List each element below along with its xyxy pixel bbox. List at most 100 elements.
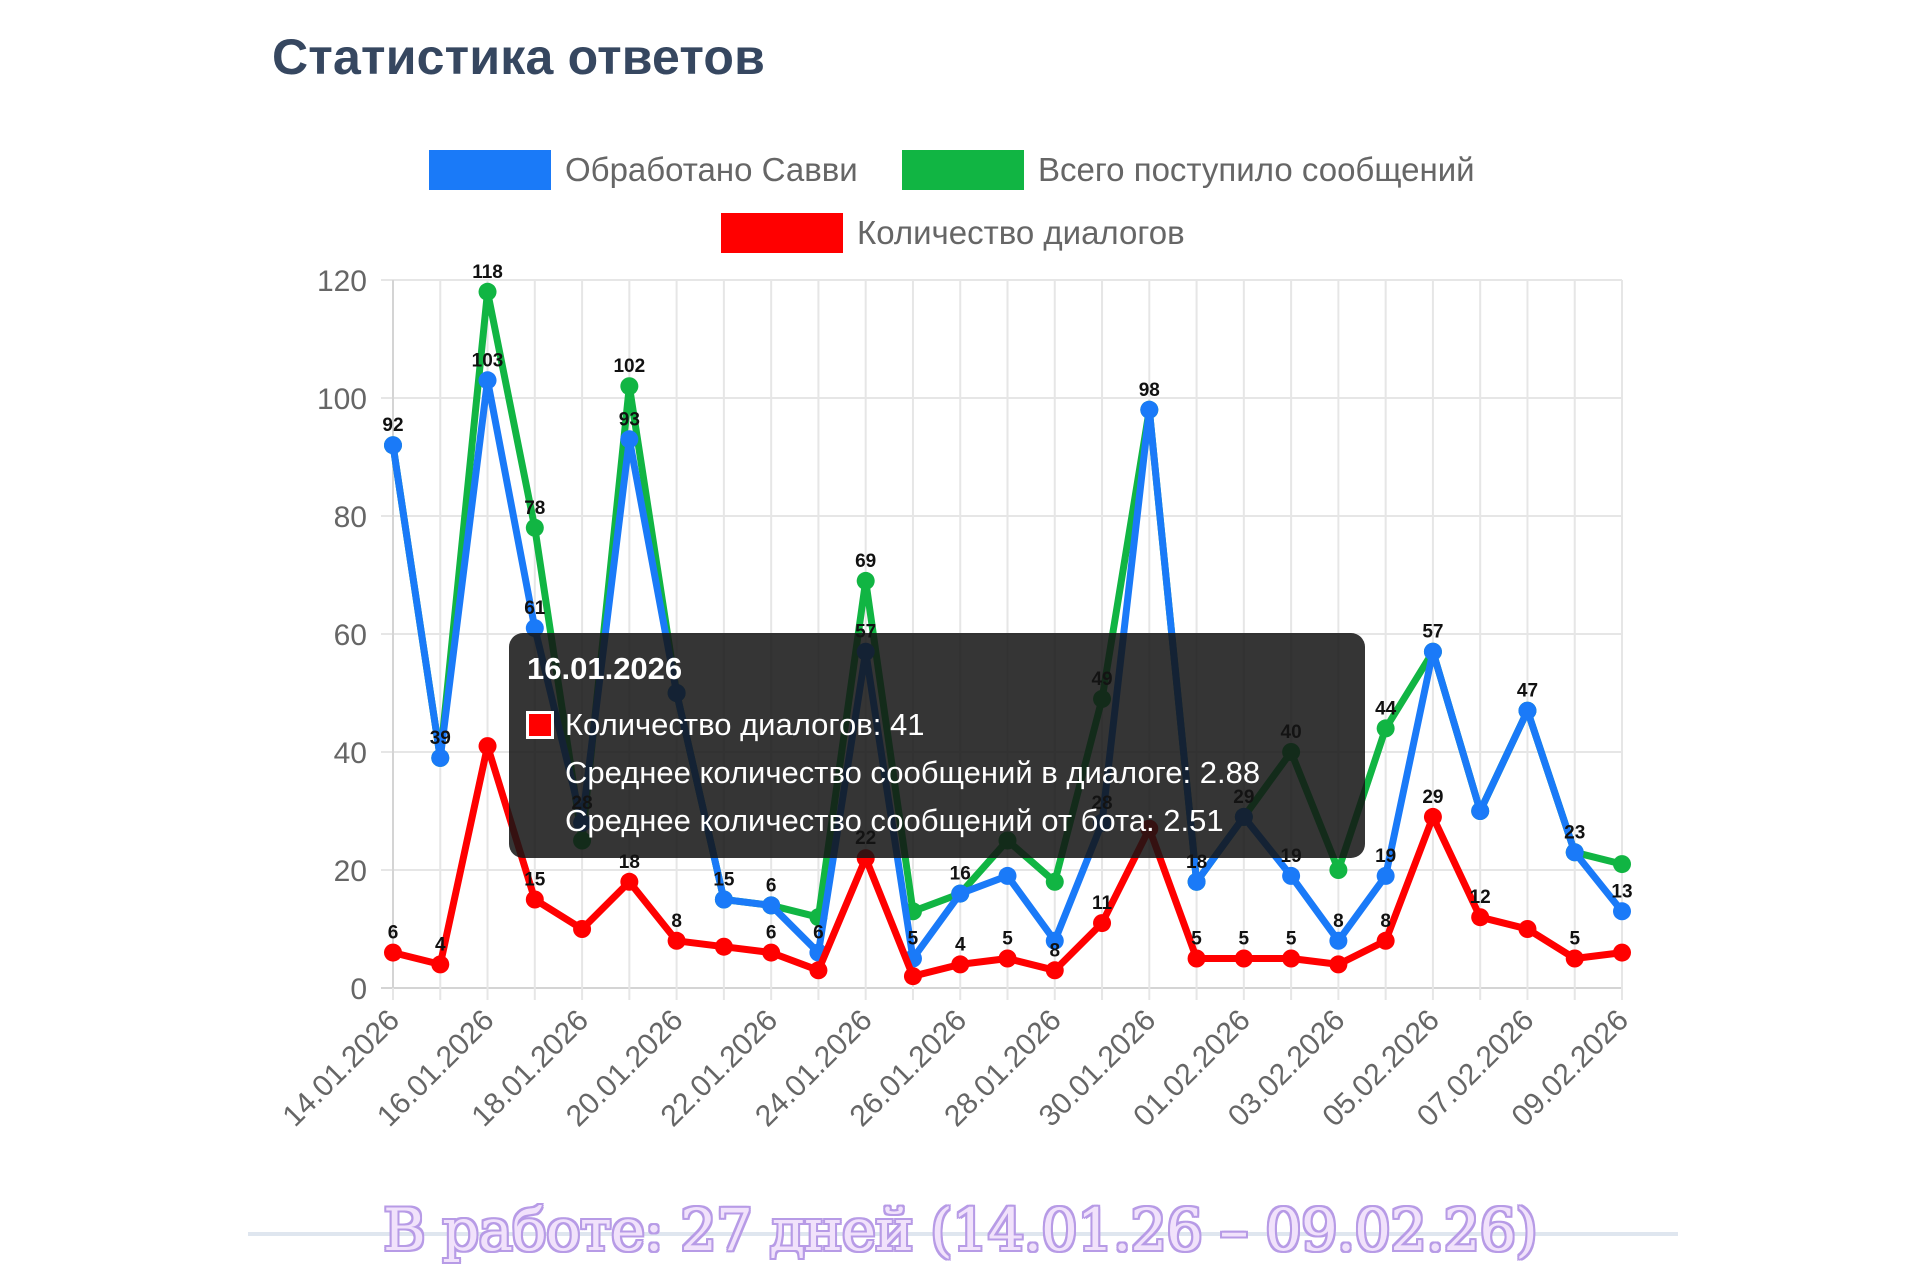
data-point bbox=[762, 943, 781, 962]
data-label: 19 bbox=[1375, 846, 1396, 867]
data-point bbox=[667, 931, 686, 950]
data-label: 61 bbox=[524, 598, 546, 619]
data-label: 44 bbox=[1375, 698, 1397, 719]
data-labels: 1187810269494044239239103612893156657516… bbox=[382, 262, 1632, 962]
y-tick-label: 120 bbox=[317, 265, 367, 298]
data-point bbox=[1329, 861, 1348, 879]
data-point bbox=[478, 282, 497, 301]
data-label: 39 bbox=[430, 728, 451, 749]
data-label: 93 bbox=[619, 409, 640, 430]
data-point bbox=[1045, 961, 1064, 980]
data-label: 8 bbox=[1333, 911, 1344, 932]
data-point bbox=[762, 896, 781, 915]
data-label: 12 bbox=[1470, 887, 1491, 908]
data-label: 15 bbox=[713, 870, 735, 891]
footer-divider bbox=[248, 1232, 1678, 1236]
tooltip-avg-bot-messages: Среднее количество сообщений от бота: 2.… bbox=[565, 803, 1224, 838]
data-label: 11 bbox=[1092, 893, 1113, 914]
data-point bbox=[1471, 908, 1490, 927]
data-point bbox=[714, 937, 733, 956]
data-point bbox=[1234, 949, 1253, 968]
data-label: 5 bbox=[1191, 929, 1202, 950]
data-label: 5 bbox=[1239, 929, 1250, 950]
y-tick-label: 40 bbox=[334, 737, 367, 770]
data-point bbox=[1423, 642, 1442, 661]
legend-item-processed[interactable]: Обработано Савви bbox=[429, 150, 858, 190]
data-label: 8 bbox=[671, 911, 682, 932]
data-label: 92 bbox=[382, 415, 403, 436]
data-point bbox=[1093, 914, 1112, 933]
data-point bbox=[1565, 843, 1584, 862]
data-label: 5 bbox=[908, 929, 919, 950]
legend-swatch-processed bbox=[429, 150, 551, 190]
data-point bbox=[809, 961, 828, 980]
chart-title: Статистика ответов bbox=[272, 29, 766, 85]
data-point bbox=[1187, 872, 1206, 891]
data-label: 5 bbox=[1286, 929, 1297, 950]
data-point bbox=[620, 377, 639, 396]
data-point bbox=[1045, 931, 1064, 950]
tooltip-date: 16.01.2026 bbox=[527, 651, 683, 686]
data-label: 15 bbox=[524, 870, 546, 891]
data-point bbox=[903, 967, 922, 986]
data-label: 6 bbox=[766, 923, 777, 944]
data-point bbox=[1282, 866, 1301, 885]
data-point bbox=[1282, 949, 1301, 968]
data-label: 98 bbox=[1139, 380, 1160, 401]
data-point bbox=[1329, 955, 1348, 974]
data-point bbox=[478, 371, 497, 390]
data-label: 5 bbox=[1569, 929, 1580, 950]
data-point bbox=[620, 872, 639, 891]
data-point bbox=[1471, 802, 1490, 820]
data-point bbox=[1518, 920, 1537, 938]
data-point bbox=[478, 737, 497, 756]
data-point bbox=[1613, 855, 1631, 874]
data-label: 69 bbox=[855, 551, 876, 572]
data-label: 6 bbox=[813, 923, 824, 944]
data-label: 4 bbox=[955, 934, 966, 955]
data-point bbox=[1329, 931, 1348, 950]
y-tick-label: 100 bbox=[317, 383, 367, 416]
data-point bbox=[1187, 949, 1206, 968]
data-point bbox=[1565, 949, 1584, 968]
data-point bbox=[951, 884, 970, 903]
data-point bbox=[1376, 931, 1395, 950]
data-point bbox=[998, 866, 1017, 885]
data-point bbox=[431, 748, 450, 767]
y-tick-label: 20 bbox=[334, 855, 367, 888]
legend-swatch-total bbox=[902, 150, 1024, 190]
data-label: 8 bbox=[1380, 911, 1391, 932]
data-label: 5 bbox=[1002, 929, 1013, 950]
data-label: 102 bbox=[613, 356, 645, 377]
data-point bbox=[1613, 902, 1631, 921]
data-label: 6 bbox=[766, 875, 777, 896]
work-period-caption: В работе: 27 дней (14.01.26 – 09.02.26) bbox=[383, 1196, 1538, 1264]
data-point bbox=[573, 920, 592, 938]
data-point bbox=[998, 949, 1017, 968]
data-point bbox=[1376, 866, 1395, 885]
data-point bbox=[525, 518, 544, 537]
legend-label-total: Всего поступило сообщений bbox=[1038, 151, 1475, 188]
data-point bbox=[1045, 872, 1064, 891]
legend-swatch-dialogs bbox=[721, 213, 843, 253]
data-point bbox=[1376, 719, 1395, 738]
data-point bbox=[1140, 400, 1159, 419]
data-label: 118 bbox=[472, 262, 503, 283]
data-label: 23 bbox=[1564, 822, 1585, 843]
legend-item-dialogs[interactable]: Количество диалогов bbox=[721, 213, 1185, 253]
data-point bbox=[525, 619, 544, 638]
tooltip: 16.01.2026 Количество диалогов: 41 Средн… bbox=[509, 633, 1365, 858]
data-point bbox=[714, 890, 733, 909]
data-point bbox=[1613, 943, 1631, 962]
data-point bbox=[620, 430, 639, 449]
legend-item-total[interactable]: Всего поступило сообщений bbox=[902, 150, 1475, 190]
tooltip-avg-messages: Среднее количество сообщений в диалоге: … bbox=[565, 755, 1261, 790]
data-point bbox=[1423, 807, 1442, 826]
legend-label-processed: Обработано Савви bbox=[565, 151, 858, 188]
data-point bbox=[951, 955, 970, 974]
tooltip-color-swatch bbox=[526, 711, 554, 739]
data-point bbox=[384, 436, 402, 455]
y-tick-label: 0 bbox=[350, 973, 367, 1006]
data-label: 57 bbox=[1422, 622, 1443, 643]
